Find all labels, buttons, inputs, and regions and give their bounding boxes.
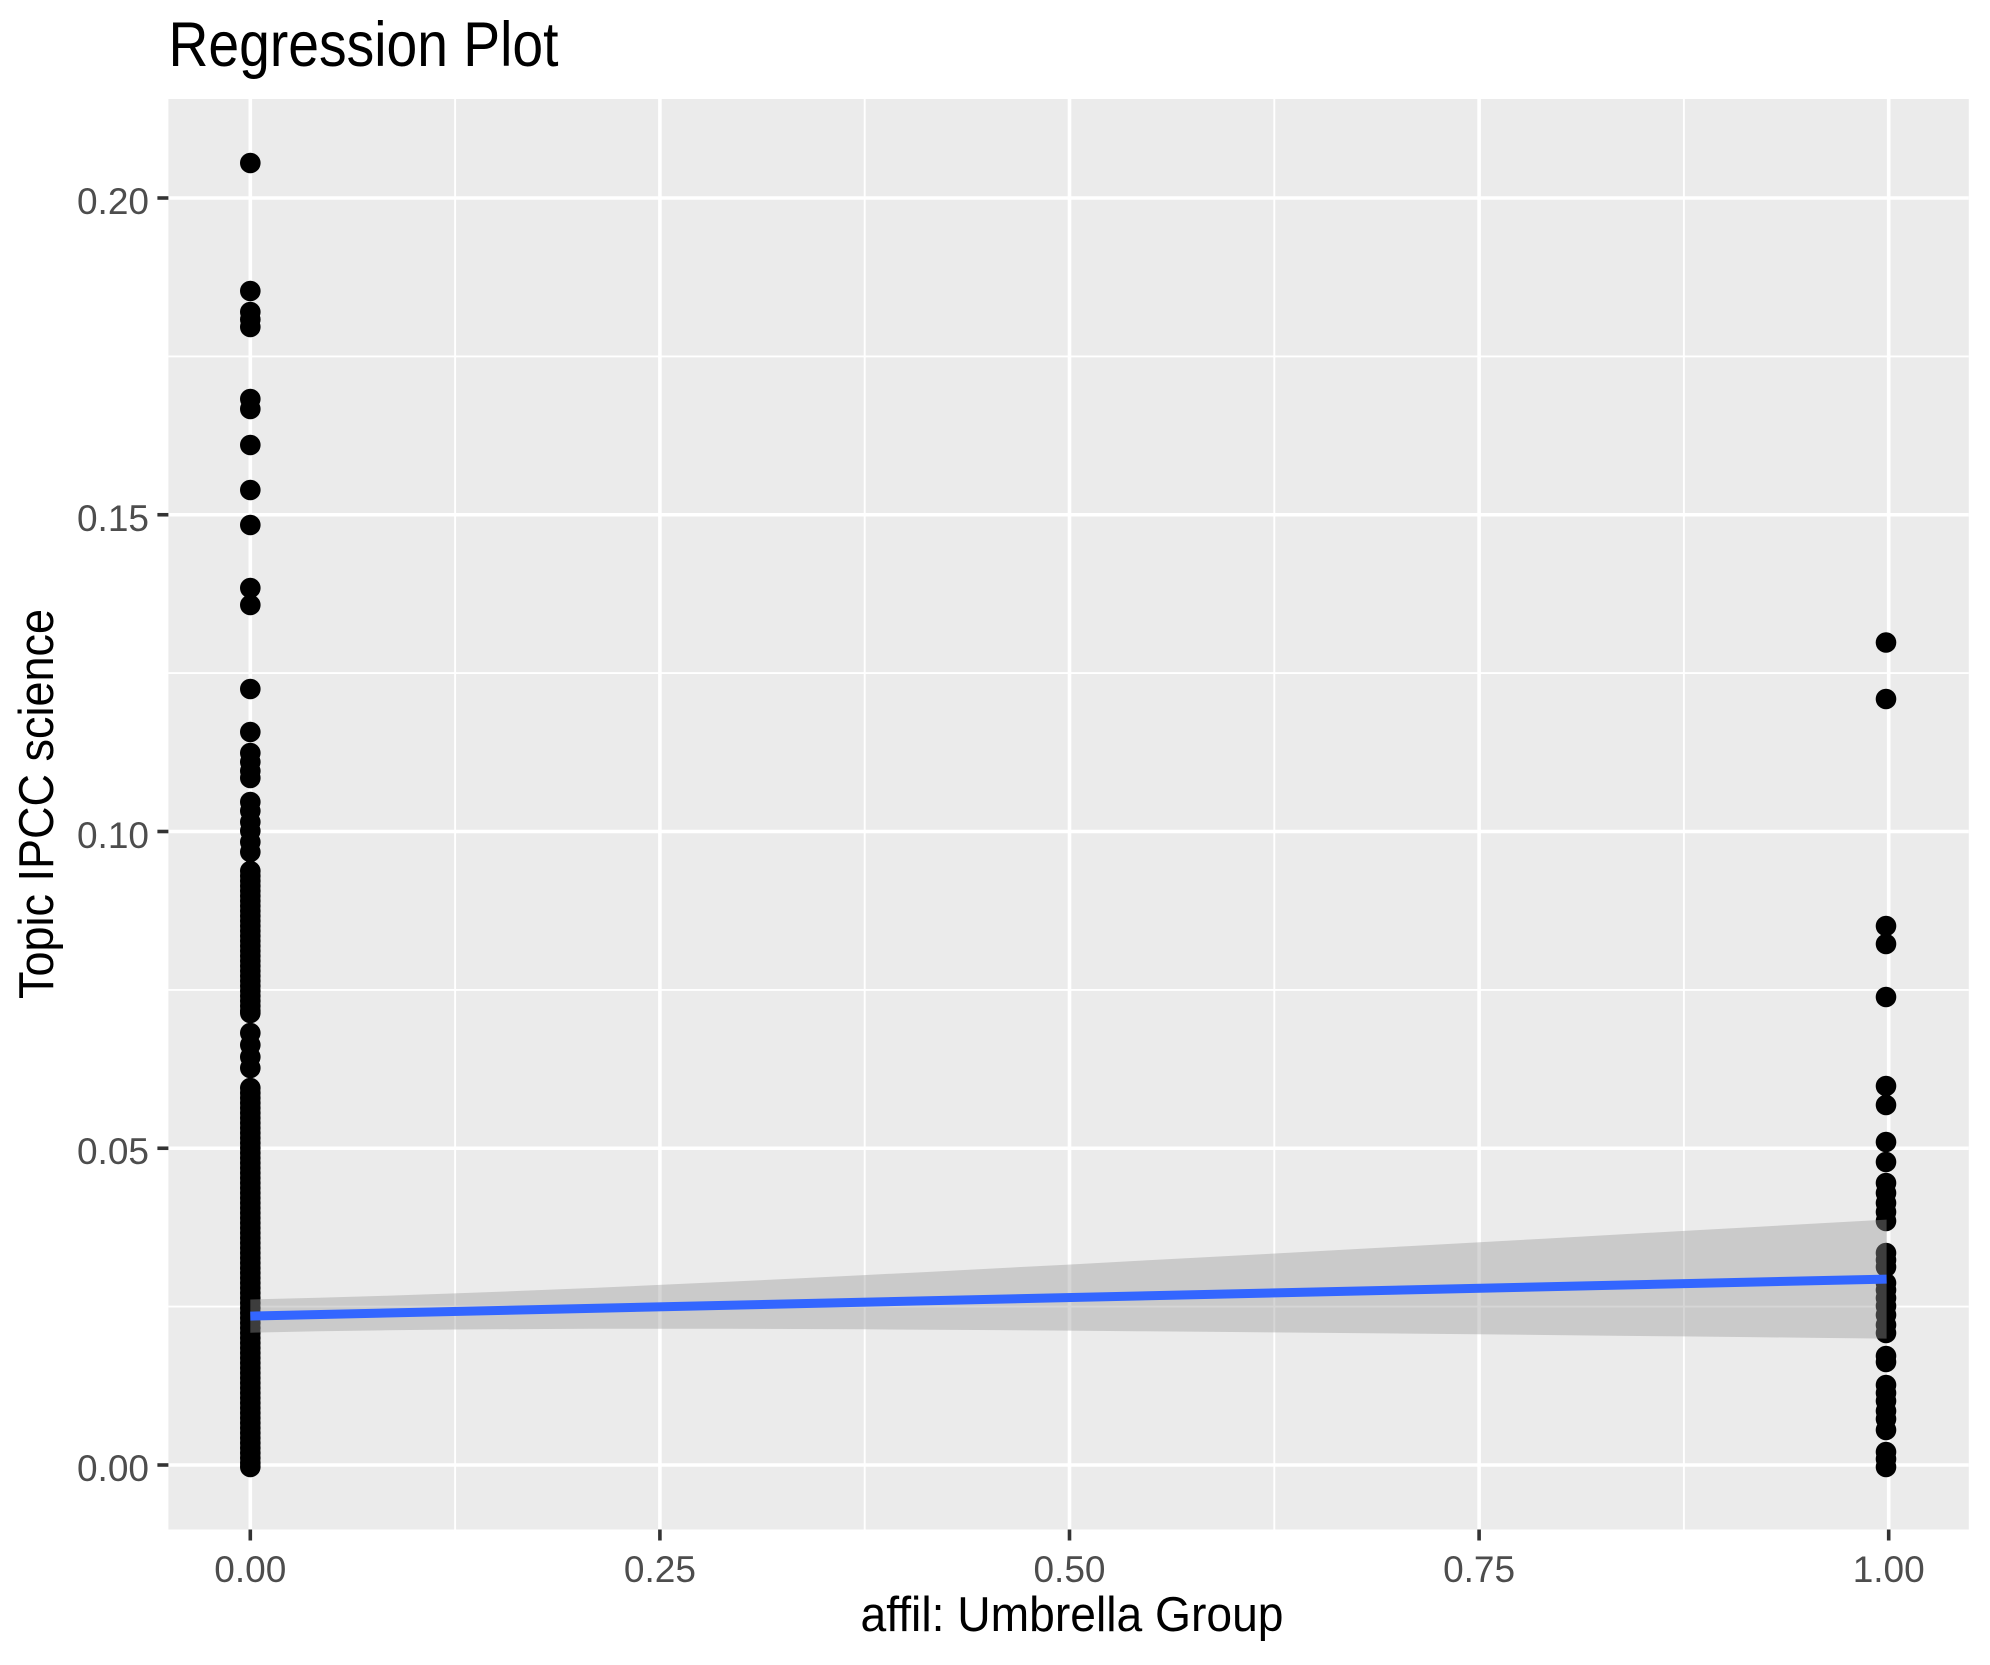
svg-text:0.10: 0.10 bbox=[77, 815, 149, 856]
svg-text:0.75: 0.75 bbox=[1443, 1549, 1515, 1590]
svg-text:0.15: 0.15 bbox=[77, 498, 149, 539]
svg-text:0.25: 0.25 bbox=[624, 1549, 696, 1590]
svg-text:Topic IPCC science: Topic IPCC science bbox=[10, 609, 64, 999]
svg-text:affil: Umbrella Group: affil: Umbrella Group bbox=[861, 1588, 1284, 1642]
svg-text:0.50: 0.50 bbox=[1033, 1549, 1105, 1590]
svg-text:1.00: 1.00 bbox=[1853, 1549, 1925, 1590]
svg-text:Regression Plot: Regression Plot bbox=[169, 10, 559, 80]
svg-text:0.20: 0.20 bbox=[77, 181, 149, 222]
svg-text:0.00: 0.00 bbox=[214, 1549, 286, 1590]
svg-text:0.05: 0.05 bbox=[77, 1131, 149, 1172]
svg-text:0.00: 0.00 bbox=[77, 1448, 149, 1489]
